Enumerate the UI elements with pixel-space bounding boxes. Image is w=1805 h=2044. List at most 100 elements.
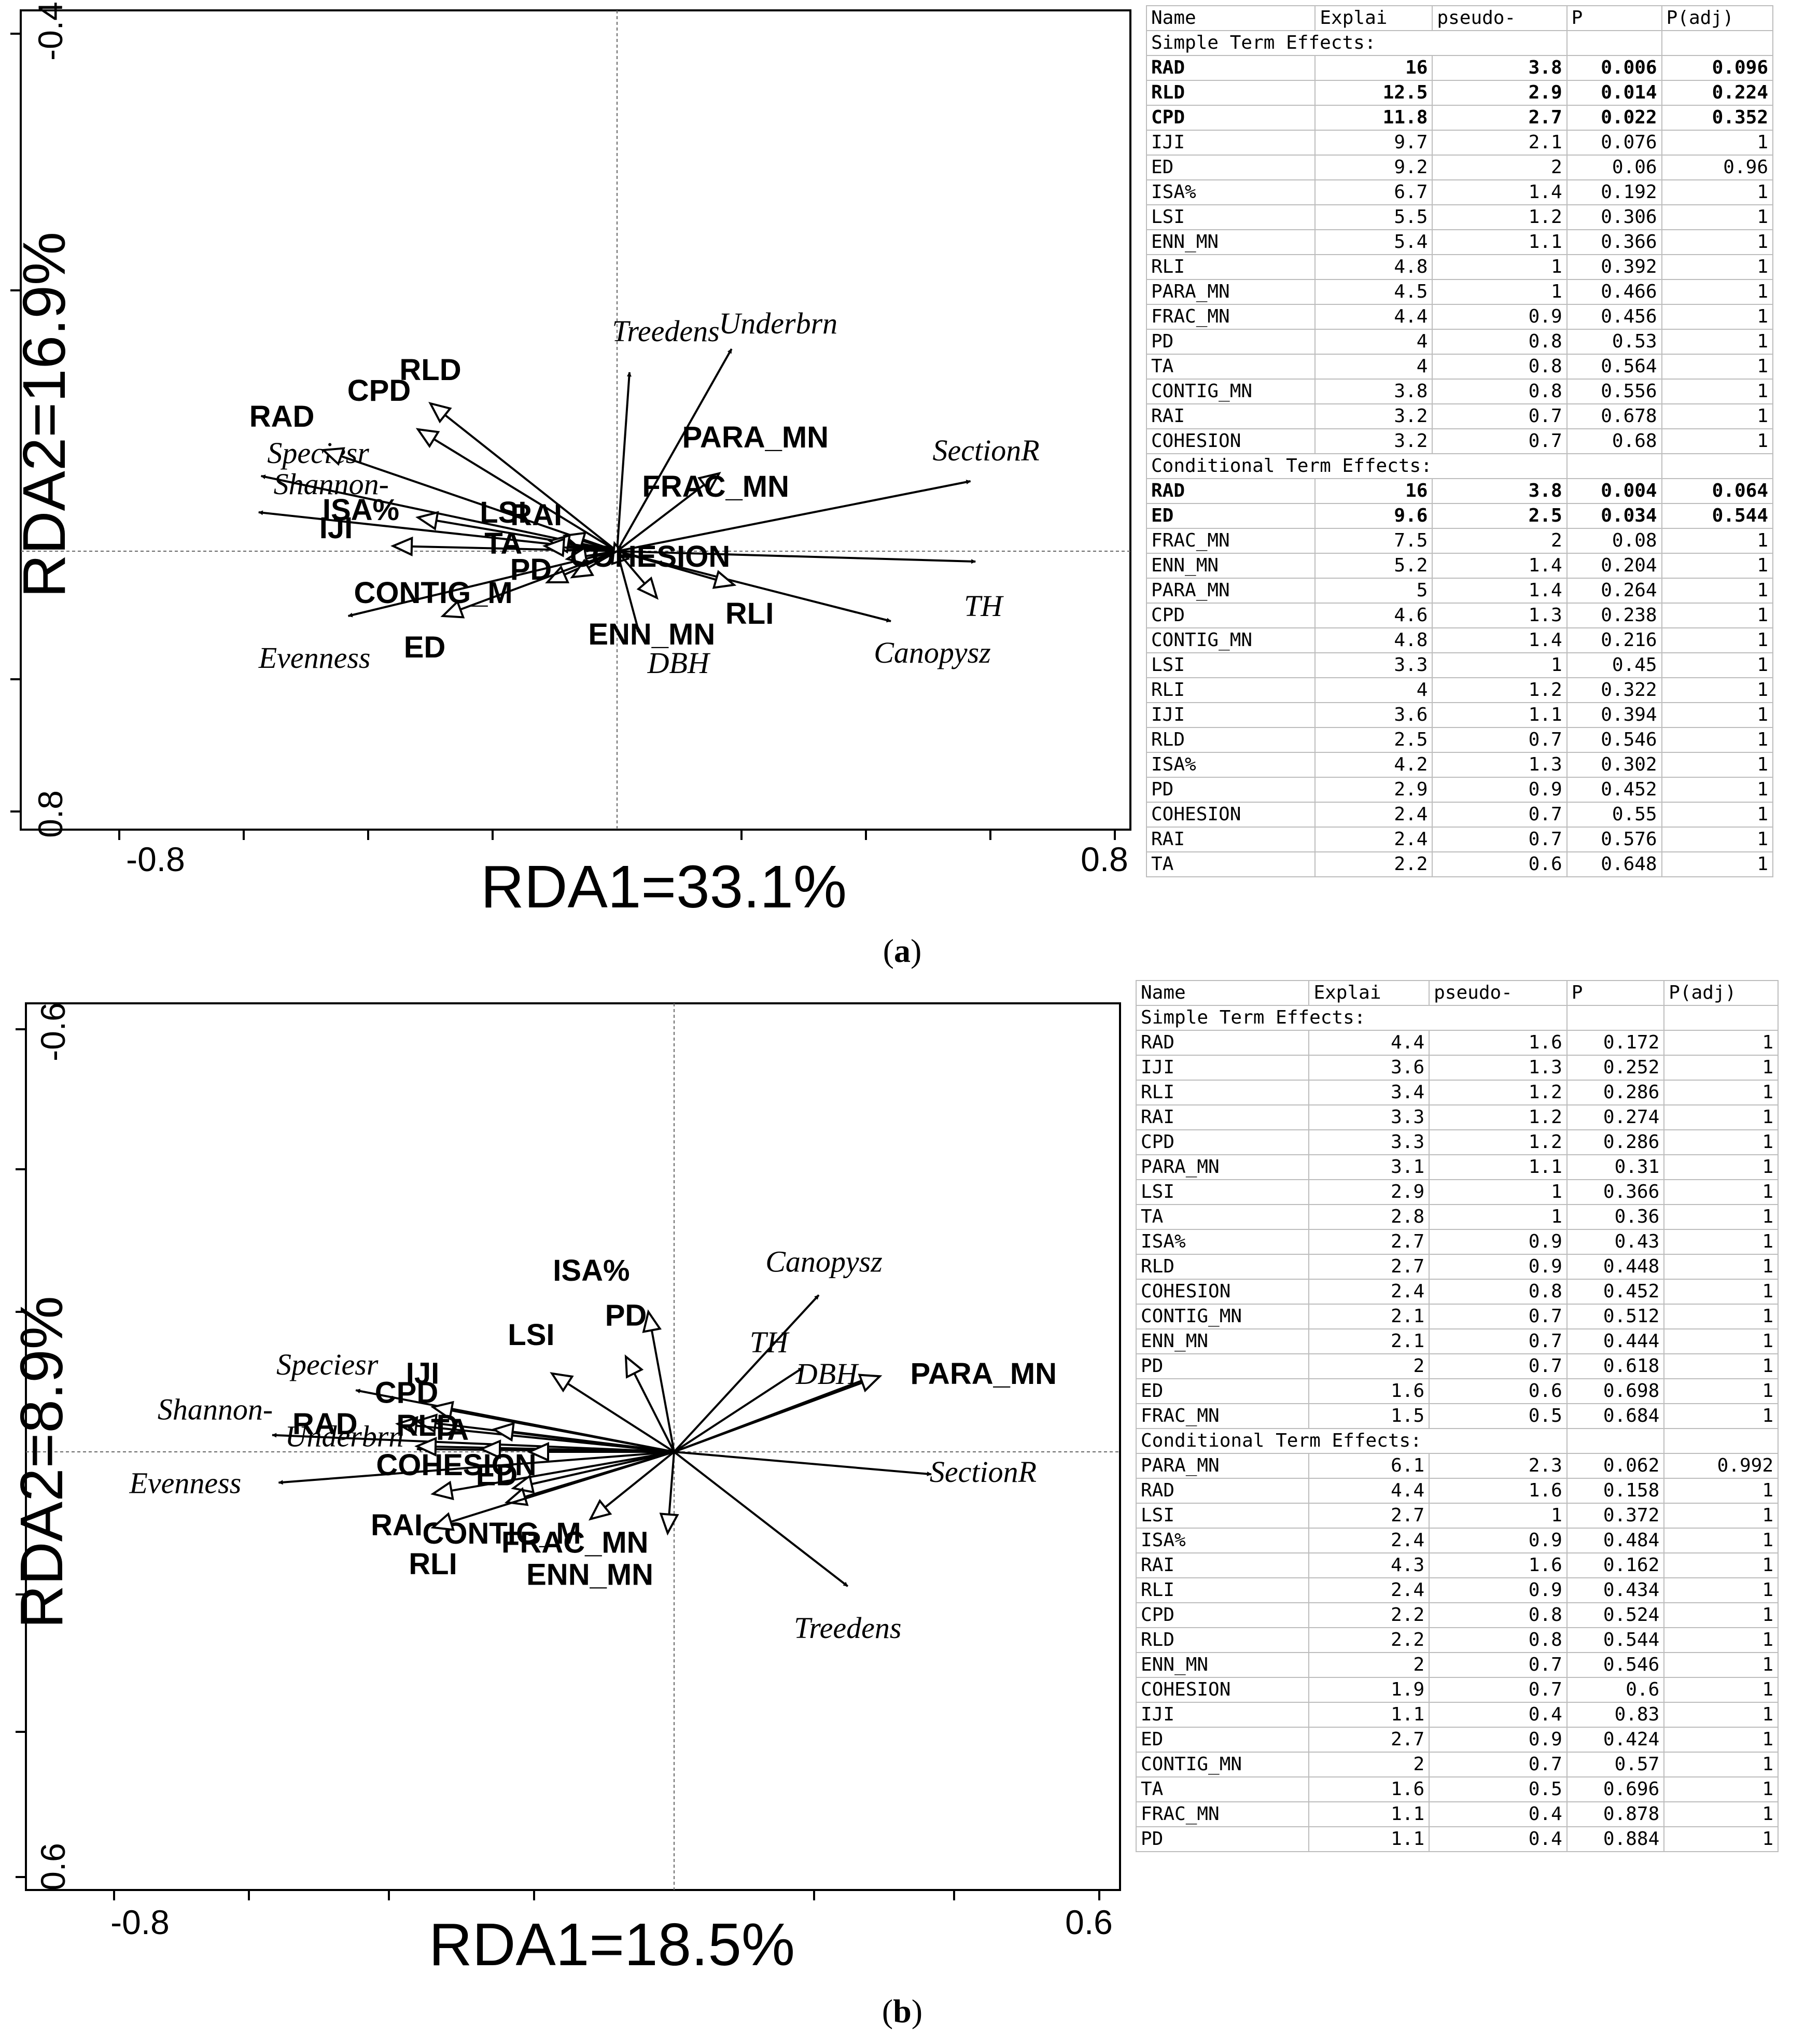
table-cell: 1	[1663, 1552, 1779, 1578]
table-cell: 2.3	[1429, 1453, 1568, 1479]
table-row: RLI 4 1.2 0.322 1	[1145, 677, 1774, 703]
table-row: CPD 11.8 2.7 0.022 0.352	[1145, 105, 1774, 131]
vector-rli: RLI	[617, 550, 774, 631]
table-cell: 4	[1314, 677, 1433, 703]
table-row: ISA% 2.4 0.9 0.484 1	[1135, 1528, 1779, 1553]
table-row: ED 2.7 0.9 0.424 1	[1135, 1727, 1779, 1753]
table-row: ISA% 4.2 1.3 0.302 1	[1145, 752, 1774, 778]
table-cell: FRAC_MN	[1145, 528, 1316, 554]
table-cell: 1	[1661, 179, 1774, 205]
vector-dbh: DBH	[674, 1357, 874, 1453]
vector-label: COHESION	[570, 540, 730, 573]
vector-line	[650, 1330, 675, 1452]
vector-sectionr: SectionR	[674, 1451, 1037, 1489]
table-cell: RAD	[1145, 478, 1316, 504]
table-cell: RAI	[1135, 1552, 1310, 1578]
table-cell: 0.8	[1429, 1602, 1568, 1628]
table-cell: RAI	[1135, 1104, 1310, 1130]
vector-label: ED	[476, 1459, 518, 1492]
vector-treedens: Treedens	[612, 314, 720, 552]
table-cell: 5	[1314, 578, 1433, 604]
table-cell: CPD	[1145, 603, 1316, 628]
table-cell: 1	[1663, 1702, 1779, 1728]
table-cell: 0.8	[1429, 1279, 1568, 1305]
vector-head-open	[320, 447, 345, 466]
vector-label: RLD	[396, 1409, 458, 1443]
table-cell: 1	[1661, 304, 1774, 330]
table-cell: 0.576	[1566, 827, 1662, 852]
table-cell: COHESION	[1135, 1279, 1310, 1305]
table-cell: TA	[1135, 1776, 1310, 1802]
table-cell: 1	[1429, 1179, 1568, 1205]
table-cell: RAD	[1145, 55, 1316, 81]
vector-dbh: DBH	[616, 551, 711, 680]
table-cell: 2.1	[1308, 1328, 1430, 1354]
table-cell: 2	[1308, 1752, 1430, 1777]
vector-head-open	[415, 428, 440, 449]
table-cell: 1.6	[1429, 1552, 1568, 1578]
vector-label: TH	[750, 1325, 790, 1359]
table-cell: 0.7	[1429, 1752, 1568, 1777]
vector-label: RLD	[399, 353, 461, 387]
table-cell: 1.4	[1432, 627, 1568, 653]
table-cell: 1.6	[1429, 1478, 1568, 1504]
table-row: TA 2.8 1 0.36 1	[1135, 1204, 1779, 1230]
vector-pd: PD	[605, 1298, 675, 1452]
table-cell: CONTIG_MN	[1135, 1752, 1310, 1777]
empty-cell	[1661, 30, 1774, 56]
table-cell: 1	[1663, 1503, 1779, 1529]
table-cell: 1.9	[1308, 1677, 1430, 1703]
vector-label: PD	[510, 553, 552, 586]
table-row: ENN_MN 2 0.7 0.546 1	[1135, 1652, 1779, 1678]
header-cell: pseudo-	[1432, 5, 1568, 31]
table-cell: 0.544	[1566, 1627, 1665, 1653]
table-cell: 1.1	[1308, 1801, 1430, 1827]
table-cell: 1	[1661, 702, 1774, 728]
table-cell: ISA%	[1135, 1229, 1310, 1255]
vector-head-open	[636, 576, 659, 600]
vector-head-open	[430, 1512, 455, 1531]
table-row: LSI 5.5 1.2 0.306 1	[1145, 204, 1774, 230]
table-row: PD 2.9 0.9 0.452 1	[1145, 777, 1774, 803]
vector-speciesr: Speciesr	[260, 436, 618, 552]
table-cell: 1	[1663, 1179, 1779, 1205]
table-cell: 0.06	[1566, 155, 1662, 180]
table-cell: 3.1	[1308, 1154, 1430, 1180]
table-row: TA 4 0.8 0.564 1	[1145, 354, 1774, 380]
table-cell: 0.31	[1566, 1154, 1665, 1180]
vector-label: Treedens	[794, 1611, 901, 1645]
table-cell: 1.1	[1308, 1826, 1430, 1852]
table-cell: RAI	[1145, 827, 1316, 852]
x-tick-label: -0.8	[126, 840, 185, 878]
table-cell: 0.9	[1429, 1577, 1568, 1603]
table-row: COHESION 3.2 0.7 0.68 1	[1145, 428, 1774, 454]
vector-line	[567, 1382, 675, 1453]
section-title: Conditional Term Effects:	[1146, 453, 1568, 479]
table-cell: ENN_MN	[1135, 1328, 1310, 1354]
table-row: FRAC_MN 1.1 0.4 0.878 1	[1135, 1801, 1779, 1827]
vector-label: Shannon-	[158, 1393, 273, 1426]
empty-cell	[1663, 1005, 1779, 1031]
vector-label: ENN_MN	[588, 618, 715, 651]
table-row: RAI 4.3 1.6 0.162 1	[1135, 1552, 1779, 1578]
table-cell: 9.7	[1314, 130, 1433, 156]
table-cell: 0.8	[1432, 354, 1568, 380]
vector-label: FRAC_MN	[642, 470, 789, 503]
table-cell: 0.076	[1566, 130, 1662, 156]
table-cell: 0.55	[1566, 802, 1662, 828]
vector-contig-m: CONTIG_M	[354, 550, 618, 610]
vector-canopysz: Canopysz	[617, 550, 991, 669]
vector-cohesion: COHESION	[376, 1448, 675, 1494]
vector-ed: ED	[476, 1439, 675, 1492]
table-cell: 0.7	[1432, 428, 1568, 454]
vector-head-open	[542, 537, 566, 557]
table-cell: 0.696	[1566, 1776, 1665, 1802]
vector-isapct: ISA%	[553, 1254, 675, 1452]
vector-evenness: Evenness	[258, 550, 618, 675]
table-cell: LSI	[1145, 204, 1316, 230]
table-cell: 3.6	[1314, 702, 1433, 728]
table-cell: 1	[1663, 1478, 1779, 1504]
table-cell: 1	[1661, 851, 1774, 877]
vector-label: Evenness	[258, 641, 371, 675]
table-cell: 0.252	[1566, 1055, 1665, 1081]
